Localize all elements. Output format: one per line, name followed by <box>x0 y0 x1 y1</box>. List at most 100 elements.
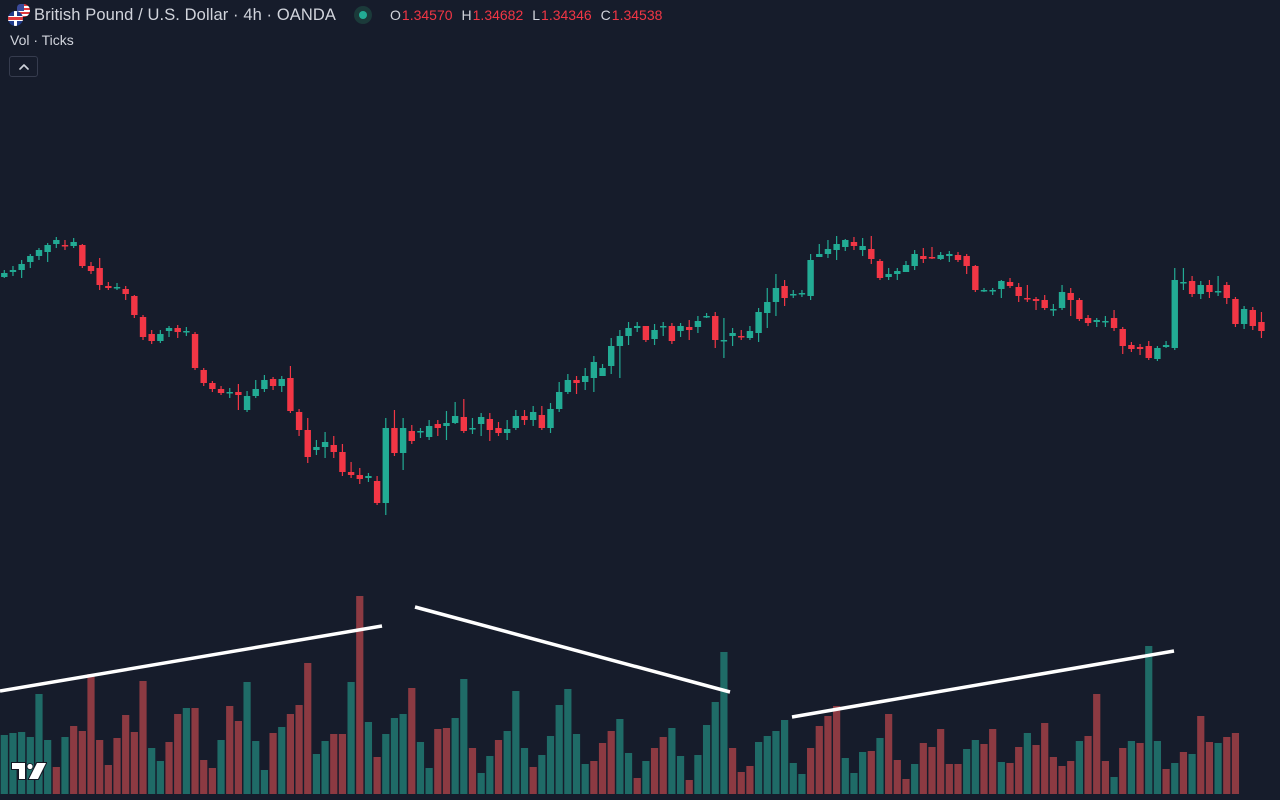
volume-bar <box>1119 748 1127 794</box>
candle-body <box>1188 281 1196 294</box>
volume-bar <box>624 753 633 794</box>
volume-bar <box>165 742 173 794</box>
volume-bar <box>338 734 347 794</box>
volume-bar <box>347 682 355 794</box>
symbol-title[interactable]: British Pound / U.S. Dollar · 4h · OANDA <box>34 5 337 24</box>
candle-body <box>1084 318 1092 323</box>
volume-bar <box>96 740 104 794</box>
candle-body <box>105 286 112 288</box>
candle-body <box>382 428 389 503</box>
candle-body <box>295 412 303 430</box>
volume-bar <box>1188 754 1196 794</box>
volume-trendline[interactable] <box>791 649 1175 719</box>
candle-body <box>1154 348 1161 359</box>
candle-body <box>477 417 485 424</box>
volume-bar <box>252 741 260 794</box>
candle-body <box>885 274 892 277</box>
candle-body <box>1180 282 1187 284</box>
candle-body <box>547 409 554 428</box>
volume-bar <box>555 705 563 794</box>
volume-trendline[interactable] <box>0 624 383 693</box>
volume-bar <box>833 706 841 794</box>
candle-body <box>816 254 823 257</box>
volume-bar <box>1006 763 1014 794</box>
volume-bar <box>824 716 832 794</box>
volume-bar <box>945 764 953 794</box>
volume-bar <box>963 749 971 794</box>
candle-body <box>347 472 355 475</box>
volume-bar <box>789 763 797 794</box>
volume-bar <box>1153 741 1162 794</box>
volume-indicator-label[interactable]: Vol · Ticks <box>10 32 74 48</box>
candle-body <box>1197 285 1204 294</box>
candle-body <box>96 268 103 285</box>
volume-bar <box>356 596 364 794</box>
volume-bar <box>971 740 979 794</box>
candle-body <box>868 249 875 259</box>
candle-body <box>79 245 86 266</box>
candle-body <box>113 287 121 289</box>
volume-bar <box>260 770 268 794</box>
volume-bar <box>399 714 407 794</box>
candle-body <box>1032 299 1040 301</box>
tradingview-logo-icon[interactable] <box>11 762 47 780</box>
candle-body <box>677 326 684 331</box>
volume-bar <box>1171 763 1179 794</box>
candle-body <box>894 271 901 274</box>
candle-body <box>1041 300 1048 308</box>
candle-body <box>1171 280 1178 348</box>
candle-body <box>859 246 866 250</box>
volume-bar <box>1058 766 1066 794</box>
volume-bar <box>148 748 156 794</box>
candle-body <box>1232 299 1239 324</box>
volume-bar <box>876 738 884 794</box>
candle-body <box>564 380 572 392</box>
candle-body <box>408 431 415 441</box>
candle-body <box>972 266 979 290</box>
open-value: 1.34570 <box>401 7 453 23</box>
candle-body <box>469 428 476 430</box>
volume-bar <box>304 663 312 794</box>
volume-bar <box>278 727 286 794</box>
volume-bar <box>746 766 754 794</box>
candle-body <box>712 316 719 340</box>
volume-bar <box>859 752 867 794</box>
candle-body <box>980 290 988 292</box>
candle-body <box>963 256 970 266</box>
candle-body <box>746 331 754 338</box>
candle-body <box>321 442 329 447</box>
market-open-status-icon[interactable] <box>354 6 373 24</box>
volume-bar <box>61 737 69 794</box>
candle-body <box>954 255 962 260</box>
candle-body <box>191 334 199 368</box>
collapse-indicators-button[interactable] <box>9 56 38 77</box>
candle-body <box>790 294 797 296</box>
volume-bar <box>1041 723 1049 794</box>
volume-bar <box>70 726 78 794</box>
volume-bar <box>728 748 737 794</box>
trendlines[interactable] <box>0 605 1175 719</box>
volume-bar <box>156 761 164 794</box>
candle-body <box>174 328 181 332</box>
candle-body <box>157 334 164 341</box>
candle-body <box>911 254 918 266</box>
volume-bar <box>616 719 624 794</box>
candle-body <box>278 379 285 386</box>
candle-body <box>1110 318 1118 328</box>
candle-body <box>1006 282 1014 286</box>
volume-trendline[interactable] <box>414 605 731 694</box>
open-label: O <box>390 7 401 23</box>
candle-body <box>313 447 320 450</box>
volume-bar <box>607 731 615 794</box>
candle-body <box>538 415 546 428</box>
candle-body <box>798 293 806 295</box>
symbol-legend[interactable]: British Pound / U.S. Dollar · 4h · OANDA… <box>8 4 671 26</box>
volume-bar <box>928 747 936 794</box>
volume-bar <box>911 764 919 794</box>
close-value: 1.34538 <box>611 7 663 23</box>
candle-body <box>755 312 762 333</box>
volume-bar <box>737 772 745 794</box>
candle-body <box>573 380 580 383</box>
volume-bar <box>772 731 780 794</box>
